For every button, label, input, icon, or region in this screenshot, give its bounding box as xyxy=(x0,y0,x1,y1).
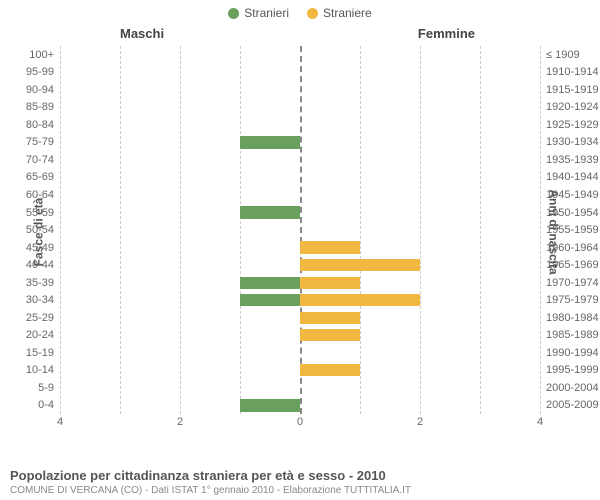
population-pyramid: Maschi Femmine Fasce di età Anni di nasc… xyxy=(0,22,600,442)
age-label: 20-24 xyxy=(26,329,60,341)
legend-swatch-male xyxy=(228,8,239,19)
x-tick: 4 xyxy=(57,416,63,428)
birth-label: 1955-1959 xyxy=(540,224,599,236)
bar-male xyxy=(240,399,300,411)
birth-label: 1940-1944 xyxy=(540,171,599,183)
age-row: 95-991910-1914 xyxy=(60,64,540,82)
birth-label: 1985-1989 xyxy=(540,329,599,341)
age-row: 55-591950-1954 xyxy=(60,204,540,222)
age-label: 60-64 xyxy=(26,189,60,201)
age-label: 85-89 xyxy=(26,101,60,113)
bar-female xyxy=(300,277,360,289)
bar-male xyxy=(240,277,300,289)
bar-female xyxy=(300,259,420,271)
legend-swatch-female xyxy=(307,8,318,19)
birth-label: ≤ 1909 xyxy=(540,49,580,61)
age-label: 50-54 xyxy=(26,224,60,236)
birth-label: 2005-2009 xyxy=(540,399,599,411)
bar-male xyxy=(240,294,300,306)
age-row: 65-691940-1944 xyxy=(60,169,540,187)
birth-label: 1925-1929 xyxy=(540,119,599,131)
age-row: 35-391970-1974 xyxy=(60,274,540,292)
age-label: 15-19 xyxy=(26,347,60,359)
age-label: 80-84 xyxy=(26,119,60,131)
age-label: 65-69 xyxy=(26,171,60,183)
birth-label: 1980-1984 xyxy=(540,312,599,324)
header-row: Maschi Femmine xyxy=(0,26,600,44)
birth-label: 1930-1934 xyxy=(540,136,599,148)
bar-male xyxy=(240,206,300,218)
birth-label: 1960-1964 xyxy=(540,242,599,254)
age-label: 10-14 xyxy=(26,364,60,376)
age-row: 15-191990-1994 xyxy=(60,344,540,362)
age-label: 95-99 xyxy=(26,66,60,78)
birth-label: 1935-1939 xyxy=(540,154,599,166)
age-label: 100+ xyxy=(29,49,60,61)
age-label: 5-9 xyxy=(38,382,60,394)
bar-female xyxy=(300,294,420,306)
birth-label: 1965-1969 xyxy=(540,259,599,271)
age-label: 45-49 xyxy=(26,242,60,254)
age-label: 75-79 xyxy=(26,136,60,148)
birth-label: 1970-1974 xyxy=(540,277,599,289)
plot-area: 100+≤ 190995-991910-191490-941915-191985… xyxy=(60,46,540,414)
age-row: 75-791930-1934 xyxy=(60,134,540,152)
bar-male xyxy=(240,136,300,148)
age-label: 30-34 xyxy=(26,294,60,306)
legend-label-female: Straniere xyxy=(323,6,372,20)
bar-female xyxy=(300,329,360,341)
age-row: 90-941915-1919 xyxy=(60,81,540,99)
age-row: 45-491960-1964 xyxy=(60,239,540,257)
x-tick: 0 xyxy=(297,416,303,428)
x-tick: 2 xyxy=(417,416,423,428)
age-label: 0-4 xyxy=(38,399,60,411)
age-label: 40-44 xyxy=(26,259,60,271)
birth-label: 1910-1914 xyxy=(540,66,599,78)
birth-label: 1915-1919 xyxy=(540,84,599,96)
legend-item-female: Straniere xyxy=(307,6,372,20)
birth-label: 1945-1949 xyxy=(540,189,599,201)
legend: Stranieri Straniere xyxy=(0,0,600,22)
age-row: 40-441965-1969 xyxy=(60,256,540,274)
bar-female xyxy=(300,312,360,324)
age-row: 50-541955-1959 xyxy=(60,221,540,239)
x-tick: 4 xyxy=(537,416,543,428)
age-row: 25-291980-1984 xyxy=(60,309,540,327)
age-row: 70-741935-1939 xyxy=(60,151,540,169)
birth-label: 2000-2004 xyxy=(540,382,599,394)
age-label: 90-94 xyxy=(26,84,60,96)
age-label: 35-39 xyxy=(26,277,60,289)
bar-female xyxy=(300,364,360,376)
footer-subtitle: COMUNE DI VERCANA (CO) - Dati ISTAT 1° g… xyxy=(10,485,590,496)
age-row: 30-341975-1979 xyxy=(60,291,540,309)
birth-label: 1950-1954 xyxy=(540,207,599,219)
age-row: 80-841925-1929 xyxy=(60,116,540,134)
age-row: 100+≤ 1909 xyxy=(60,46,540,64)
legend-item-male: Stranieri xyxy=(228,6,289,20)
header-male: Maschi xyxy=(120,26,164,41)
x-axis: 4 2 0 2 4 xyxy=(60,416,540,432)
age-label: 55-59 xyxy=(26,207,60,219)
legend-label-male: Stranieri xyxy=(244,6,289,20)
age-row: 20-241985-1989 xyxy=(60,327,540,345)
birth-label: 1920-1924 xyxy=(540,101,599,113)
age-label: 70-74 xyxy=(26,154,60,166)
bar-female xyxy=(300,241,360,253)
bar-rows: 100+≤ 190995-991910-191490-941915-191985… xyxy=(60,46,540,414)
age-row: 5-92000-2004 xyxy=(60,379,540,397)
x-tick: 2 xyxy=(177,416,183,428)
footer: Popolazione per cittadinanza straniera p… xyxy=(10,468,590,496)
age-row: 85-891920-1924 xyxy=(60,99,540,117)
birth-label: 1995-1999 xyxy=(540,364,599,376)
age-row: 60-641945-1949 xyxy=(60,186,540,204)
birth-label: 1990-1994 xyxy=(540,347,599,359)
age-row: 0-42005-2009 xyxy=(60,397,540,415)
header-female: Femmine xyxy=(418,26,475,41)
age-row: 10-141995-1999 xyxy=(60,362,540,380)
age-label: 25-29 xyxy=(26,312,60,324)
footer-title: Popolazione per cittadinanza straniera p… xyxy=(10,468,590,483)
birth-label: 1975-1979 xyxy=(540,294,599,306)
